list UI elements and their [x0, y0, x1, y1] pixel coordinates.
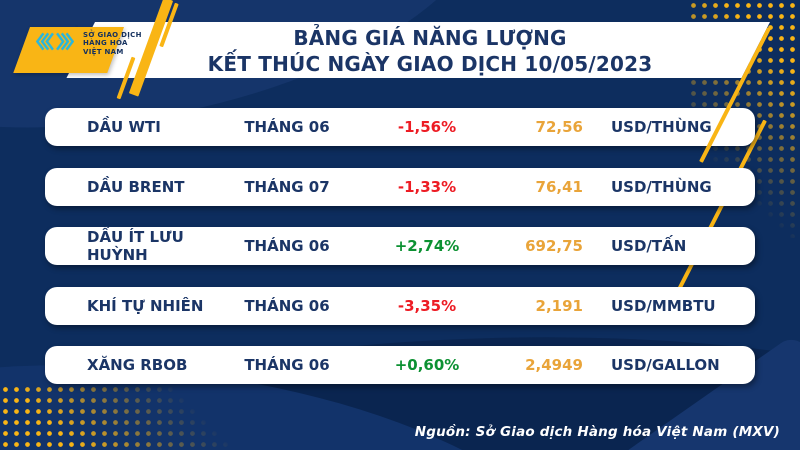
contract-month: THÁNG 06 [244, 296, 330, 315]
price-value: 2,191 [535, 296, 583, 315]
change-percent: +2,74% [394, 237, 460, 255]
change-percent: -3,35% [397, 296, 457, 315]
page-title-line2: KẾT THÚC NGÀY GIAO DỊCH 10/05/2023 [207, 52, 653, 76]
table-row: XĂNG RBOB THÁNG 06 +0,60% 2,4949 USD/GAL… [45, 346, 755, 384]
price-value: 76,41 [535, 177, 583, 196]
table-row: KHÍ TỰ NHIÊN THÁNG 06 -3,35% 2,191 USD/M… [45, 286, 755, 325]
trademark-symbol: ™ [74, 25, 79, 32]
logo-text-line2: HÀNG HÓA [83, 39, 128, 48]
contract-month: THÁNG 06 [244, 118, 330, 136]
page-title-line1: BẢNG GIÁ NĂNG LƯỢNG [293, 26, 567, 50]
change-percent: +0,60% [394, 356, 460, 374]
logo-text-line3: VIỆT NAM [83, 47, 124, 56]
price-value: 692,75 [525, 237, 583, 255]
commodity-name: DẦU WTI [87, 118, 161, 136]
contract-month: THÁNG 06 [244, 237, 330, 255]
price-table: DẦU WTI THÁNG 06 -1,56% 72,56 USD/THÙNG … [45, 108, 755, 384]
table-row: DẦU ÍT LƯU HUỲNH THÁNG 06 +2,74% 692,75 … [45, 227, 755, 265]
price-value: 72,56 [535, 118, 583, 136]
mxv-logo-text: SỞ GIAO DỊCH HÀNG HÓA VIỆT NAM [83, 31, 142, 56]
price-unit: USD/MMBTU [611, 296, 716, 315]
commodity-name: KHÍ TỰ NHIÊN [87, 296, 204, 315]
page-title: BẢNG GIÁ NĂNG LƯỢNG KẾT THÚC NGÀY GIAO D… [150, 25, 710, 77]
change-percent: -1,56% [397, 118, 457, 136]
commodity-name: DẦU BRENT [87, 177, 185, 196]
contract-month: THÁNG 06 [244, 356, 330, 374]
contract-month: THÁNG 07 [244, 177, 330, 196]
source-attribution: Nguồn: Sở Giao dịch Hàng hóa Việt Nam (M… [414, 424, 780, 440]
price-unit: USD/THÙNG [611, 177, 712, 196]
logo-text-line1: SỞ GIAO DỊCH [83, 31, 142, 39]
table-row: DẦU BRENT THÁNG 07 -1,33% 76,41 USD/THÙN… [45, 167, 755, 206]
change-percent: -1,33% [397, 177, 457, 196]
halftone-dots-bottom-left [0, 384, 240, 450]
table-row: DẦU WTI THÁNG 06 -1,56% 72,56 USD/THÙNG [45, 108, 755, 146]
commodity-name: DẦU ÍT LƯU HUỲNH [87, 228, 184, 264]
price-unit: USD/GALLON [611, 356, 720, 374]
commodity-name: XĂNG RBOB [87, 356, 188, 374]
price-value: 2,4949 [525, 356, 583, 374]
mxv-chevrons-icon: ™ [35, 25, 79, 56]
price-unit: USD/THÙNG [611, 118, 712, 136]
price-unit: USD/TẤN [611, 237, 687, 255]
mxv-logo: ™ SỞ GIAO DỊCH HÀNG HÓA VIỆT NAM [35, 25, 142, 56]
